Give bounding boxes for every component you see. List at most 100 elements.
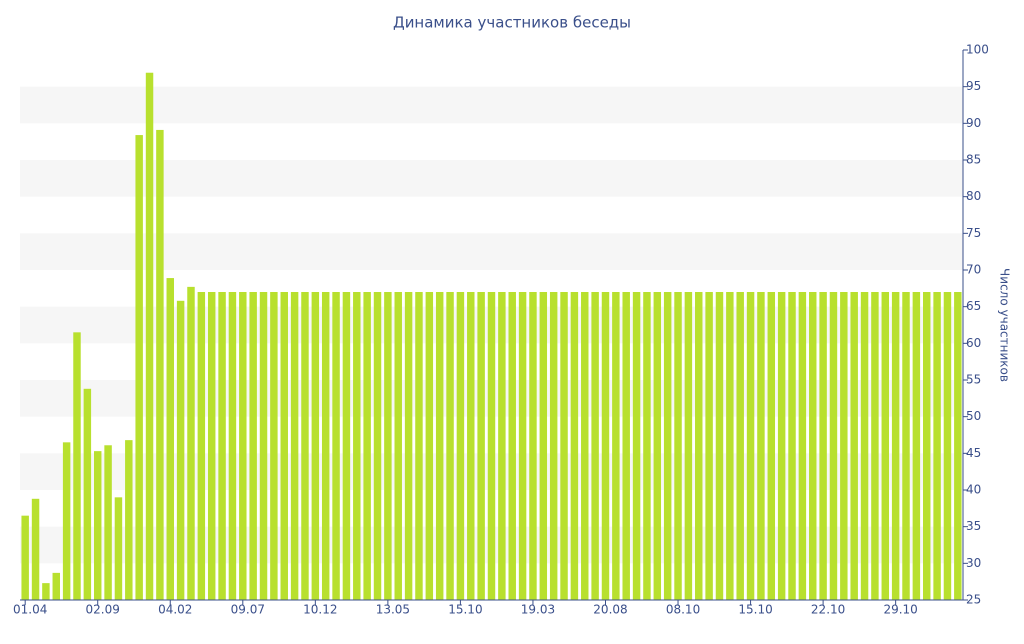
bar xyxy=(767,292,776,600)
bar xyxy=(187,286,195,600)
y-tick-label: 35 xyxy=(966,519,981,533)
x-tick-label: 29.10 xyxy=(883,603,917,617)
x-tick-label: 04.02 xyxy=(158,603,192,617)
bar xyxy=(21,515,29,600)
x-tick-label: 22.10 xyxy=(811,603,845,617)
bar xyxy=(891,292,900,600)
bar xyxy=(425,292,434,600)
bar xyxy=(726,292,734,600)
bar xyxy=(353,292,361,600)
bar xyxy=(93,451,102,600)
bar xyxy=(135,135,143,601)
bar xyxy=(114,497,123,600)
bar xyxy=(954,292,962,600)
bar xyxy=(176,300,185,600)
bar xyxy=(912,292,921,600)
bar xyxy=(871,292,879,600)
bar xyxy=(42,583,50,600)
bar xyxy=(363,292,371,600)
bar xyxy=(560,292,568,600)
x-tick-label: 10.12 xyxy=(303,603,337,617)
bar xyxy=(498,292,506,600)
bar xyxy=(456,292,465,600)
bar xyxy=(218,292,226,600)
bar xyxy=(104,445,112,600)
bar xyxy=(829,292,838,600)
bar xyxy=(933,292,941,600)
bar xyxy=(840,292,848,600)
bar xyxy=(446,292,454,600)
bar xyxy=(736,292,744,600)
bar xyxy=(643,292,651,600)
bar xyxy=(394,292,402,600)
bar xyxy=(384,292,392,600)
bar xyxy=(259,292,268,600)
bar xyxy=(280,292,288,600)
bar xyxy=(31,498,40,600)
bar xyxy=(860,292,869,600)
bar xyxy=(529,292,537,600)
bar xyxy=(902,292,910,600)
y-tick-label: 45 xyxy=(966,446,981,460)
bar xyxy=(404,292,413,600)
bar xyxy=(591,292,599,600)
y-tick-label: 65 xyxy=(966,299,981,313)
bar xyxy=(943,292,952,600)
bar xyxy=(166,278,174,600)
y-tick-label: 30 xyxy=(966,556,981,570)
bar xyxy=(632,292,641,600)
grid-band xyxy=(20,233,963,270)
bar xyxy=(249,292,257,600)
y-tick-label: 40 xyxy=(966,483,981,497)
grid-band xyxy=(20,160,963,197)
bar xyxy=(612,292,620,600)
bar xyxy=(156,129,164,600)
bar xyxy=(539,292,548,600)
x-tick-label: 15.10 xyxy=(448,603,482,617)
grid-band xyxy=(20,86,963,124)
bar xyxy=(715,292,724,600)
bar xyxy=(757,292,765,600)
x-tick-label: 20.08 xyxy=(593,603,627,617)
x-tick-label: 08.10 xyxy=(666,603,700,617)
bar xyxy=(207,292,216,600)
y-tick-label: 90 xyxy=(966,116,981,130)
bar xyxy=(508,292,516,600)
bar xyxy=(467,292,475,600)
y-tick-label: 60 xyxy=(966,336,981,350)
bar xyxy=(923,292,931,600)
bar xyxy=(819,292,827,600)
bar xyxy=(301,292,309,600)
y-tick-label: 100 xyxy=(966,43,989,57)
bar xyxy=(518,292,527,600)
y-tick-label: 50 xyxy=(966,409,981,423)
bar xyxy=(705,292,713,600)
y-tick-label: 85 xyxy=(966,153,981,167)
y-tick-label: 80 xyxy=(966,189,981,203)
bar xyxy=(487,292,496,600)
bar xyxy=(695,292,703,600)
bar xyxy=(290,292,299,600)
bar xyxy=(881,292,890,600)
bar xyxy=(73,332,81,600)
bar xyxy=(342,292,351,600)
y-tick-label: 95 xyxy=(966,79,981,93)
bar xyxy=(197,292,206,600)
x-tick-label: 02.09 xyxy=(86,603,120,617)
bar xyxy=(549,292,558,600)
bar xyxy=(777,292,786,600)
bar xyxy=(477,292,485,600)
bar xyxy=(332,292,340,600)
bar xyxy=(52,572,60,600)
bar xyxy=(125,440,133,600)
bar xyxy=(622,292,630,600)
x-tick-label: 01.04 xyxy=(13,603,47,617)
bar xyxy=(311,292,320,600)
bar xyxy=(674,292,682,600)
bar xyxy=(798,292,807,600)
bar xyxy=(145,72,154,600)
bar xyxy=(746,292,755,600)
bar xyxy=(581,292,589,600)
bar xyxy=(373,292,382,600)
